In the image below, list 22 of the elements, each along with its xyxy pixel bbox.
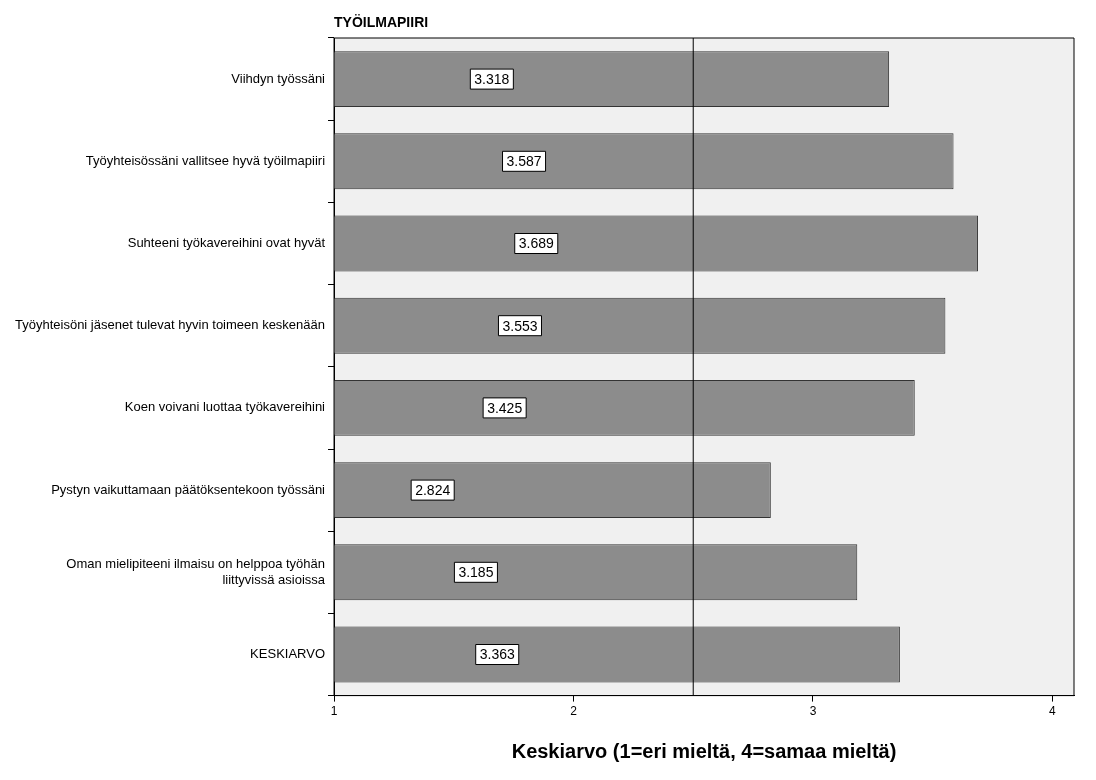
y-tick-label: Viihdyn työssäni: [231, 70, 326, 86]
data-label: 3.689: [518, 235, 554, 252]
y-tick-label: Työyhteisöni jäsenet tulevat hyvin toimeen keskenään: [14, 317, 326, 333]
x-tick-label: 4: [1049, 704, 1057, 719]
y-tick-label: Työyhteisössäni vallitsee hyvä työilmapiiri: [85, 152, 326, 168]
data-label: 3.185: [458, 564, 494, 581]
data-label: 3.553: [502, 317, 538, 334]
x-tick-label: 2: [570, 704, 578, 719]
chart-title: TYÖILMAPIIRI: [334, 13, 429, 30]
x-axis-title: Keskiarvo (1=eri mieltä, 4=samaa mieltä): [511, 739, 897, 762]
data-label: 3.425: [487, 399, 523, 416]
y-tick-label: Pystyn vaikuttamaan päätöksentekoon työssäni: [51, 481, 326, 497]
y-tick-label: Oman mielipiteeni ilmaisu on helppoa työhän liittyvissä asioissa: [66, 556, 326, 587]
x-tick-label: 3: [809, 704, 817, 719]
x-tick-label: 1: [330, 704, 338, 719]
data-label: 2.824: [415, 481, 451, 498]
data-label: 3.587: [506, 153, 542, 170]
data-label: 3.363: [479, 646, 515, 663]
y-tick-label: KESKIARVO: [250, 646, 326, 662]
data-label: 3.318: [474, 70, 510, 87]
y-tick-label: Koen voivani luottaa työkavereihini: [124, 399, 326, 415]
y-tick-label: Suhteeni työkavereihini ovat hyvät: [127, 235, 326, 251]
